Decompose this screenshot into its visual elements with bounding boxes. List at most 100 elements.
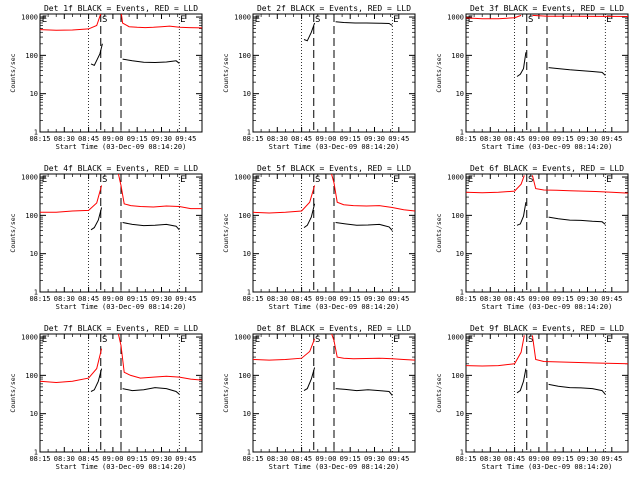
- y-tick-label: 100: [25, 372, 38, 380]
- events-rate-line: [122, 222, 180, 231]
- y-tick-label: 10: [243, 250, 251, 258]
- lld-rate-line: [40, 185, 103, 213]
- x-tick-label: 09:00: [102, 135, 123, 143]
- y-axis-label: Counts/sec: [435, 373, 443, 412]
- lld-rate-line: [40, 14, 102, 31]
- events-rate-line: [90, 43, 103, 66]
- event-marker-e: E: [42, 15, 47, 25]
- y-axis-label: Counts/sec: [435, 213, 443, 252]
- panel-2: Det 2f BLACK = Events, RED = LLD 1 10 100 10…: [222, 0, 416, 151]
- x-axis-label: Start Time (03-Dec-09 08:14:20): [56, 303, 187, 311]
- event-marker-e: E: [42, 335, 47, 345]
- x-tick-label: 09:30: [151, 135, 172, 143]
- x-tick-label: 09:15: [340, 295, 361, 303]
- y-tick-label: 10: [30, 250, 38, 258]
- event-marker-e: E: [180, 175, 185, 185]
- panel-title: Det 1f BLACK = Events, RED = LLD: [44, 4, 198, 13]
- y-tick-label: 100: [451, 52, 464, 60]
- x-tick-label: 09:00: [102, 455, 123, 463]
- x-tick-label: 08:15: [242, 295, 263, 303]
- lld-rate-line: [117, 174, 202, 210]
- x-tick-label: 09:15: [553, 135, 574, 143]
- event-marker-e: E: [255, 335, 260, 345]
- events-rate-line: [303, 203, 316, 229]
- events-rate-line: [122, 58, 180, 64]
- event-marker-s: S: [528, 175, 533, 185]
- y-tick-label: 1: [247, 289, 251, 297]
- x-axis-label: Start Time (03-Dec-09 08:14:20): [482, 303, 613, 311]
- y-axis-label: Counts/sec: [222, 373, 230, 412]
- x-tick-label: 09:45: [601, 135, 622, 143]
- x-tick-label: 09:45: [388, 135, 409, 143]
- y-tick-label: 100: [25, 212, 38, 220]
- y-axis-label: Counts/sec: [222, 53, 230, 92]
- y-tick-label: 100: [451, 372, 464, 380]
- x-tick-label: 09:45: [601, 455, 622, 463]
- event-marker-s: S: [315, 335, 320, 345]
- event-marker-s: S: [315, 175, 320, 185]
- panel-title: Det 8f BLACK = Events, RED = LLD: [257, 324, 411, 333]
- x-tick-label: 08:45: [78, 135, 99, 143]
- x-axis-label: Start Time (03-Dec-09 08:14:20): [56, 463, 187, 471]
- y-tick-label: 100: [238, 212, 251, 220]
- panel-7: Det 7f BLACK = Events, RED = LLD 1 10 100 10…: [9, 324, 203, 471]
- panel-title: Det 6f BLACK = Events, RED = LLD: [470, 164, 624, 173]
- lld-rate-line: [466, 175, 525, 194]
- lld-rate-line: [330, 174, 415, 212]
- x-tick-label: 09:30: [364, 295, 385, 303]
- event-marker-e: E: [255, 15, 260, 25]
- x-tick-label: 09:00: [315, 455, 336, 463]
- panel-title: Det 5f BLACK = Events, RED = LLD: [257, 164, 411, 173]
- x-axis-label: Start Time (03-Dec-09 08:14:20): [56, 143, 187, 151]
- panel-8: Det 8f BLACK = Events, RED = LLD 1 10 100 10…: [222, 324, 416, 471]
- lld-rate-line: [466, 335, 525, 367]
- series-group: [40, 14, 202, 66]
- y-tick-label: 1: [34, 449, 38, 457]
- y-tick-label: 10: [30, 410, 38, 418]
- x-tick-label: 08:45: [291, 135, 312, 143]
- lld-rate-line: [253, 0, 315, 2]
- events-rate-line: [90, 207, 103, 231]
- x-axis-label: Start Time (03-Dec-09 08:14:20): [269, 463, 400, 471]
- event-marker-e: E: [255, 175, 260, 185]
- x-tick-label: 08:30: [267, 455, 288, 463]
- series-group: [253, 0, 393, 42]
- y-tick-label: 100: [238, 372, 251, 380]
- x-tick-label: 09:30: [364, 455, 385, 463]
- x-tick-label: 09:00: [315, 295, 336, 303]
- x-tick-label: 09:15: [127, 135, 148, 143]
- events-rate-line: [303, 367, 316, 392]
- x-tick-label: 08:30: [480, 135, 501, 143]
- event-marker-e: E: [393, 175, 398, 185]
- x-tick-label: 09:45: [388, 295, 409, 303]
- y-tick-label: 100: [238, 52, 251, 60]
- lld-rate-line: [253, 185, 316, 214]
- x-axis-label: Start Time (03-Dec-09 08:14:20): [482, 143, 613, 151]
- y-tick-label: 10: [243, 90, 251, 98]
- x-tick-label: 09:45: [601, 295, 622, 303]
- x-tick-label: 08:45: [504, 295, 525, 303]
- event-marker-e: E: [180, 15, 185, 25]
- panel-4: Det 4f BLACK = Events, RED = LLD 1 10 100 10…: [9, 164, 203, 311]
- lld-rate-line: [331, 334, 415, 361]
- x-tick-label: 09:15: [340, 135, 361, 143]
- lld-rate-line: [253, 338, 316, 361]
- x-tick-label: 09:30: [364, 135, 385, 143]
- lld-rate-line: [120, 14, 202, 29]
- y-tick-label: 10: [456, 410, 464, 418]
- x-tick-label: 09:45: [175, 455, 196, 463]
- events-rate-line: [516, 52, 527, 77]
- series-group: [253, 174, 415, 231]
- lld-rate-line: [466, 14, 522, 20]
- x-tick-label: 09:45: [175, 135, 196, 143]
- x-tick-label: 08:15: [29, 295, 50, 303]
- x-tick-label: 08:45: [291, 455, 312, 463]
- event-marker-s: S: [102, 335, 107, 345]
- x-tick-label: 08:45: [291, 295, 312, 303]
- y-tick-label: 1: [460, 289, 464, 297]
- x-tick-label: 08:30: [54, 295, 75, 303]
- x-tick-label: 08:45: [504, 455, 525, 463]
- panel-3: Det 3f BLACK = Events, RED = LLD 1 10 100 10…: [435, 4, 629, 151]
- x-tick-label: 09:00: [528, 455, 549, 463]
- y-tick-label: 1: [247, 129, 251, 137]
